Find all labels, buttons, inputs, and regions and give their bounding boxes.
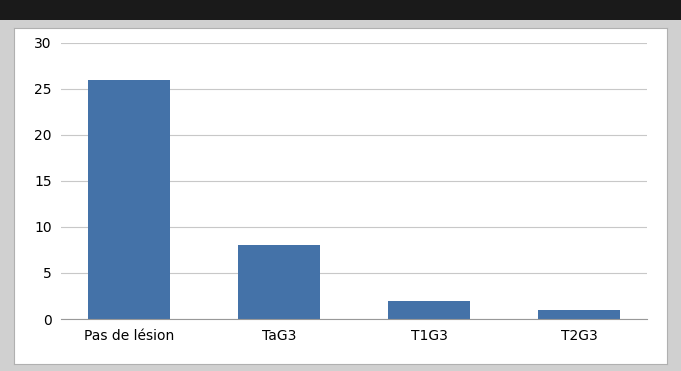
Bar xyxy=(88,79,170,319)
Bar xyxy=(538,310,620,319)
Bar xyxy=(388,301,471,319)
Bar xyxy=(238,245,320,319)
